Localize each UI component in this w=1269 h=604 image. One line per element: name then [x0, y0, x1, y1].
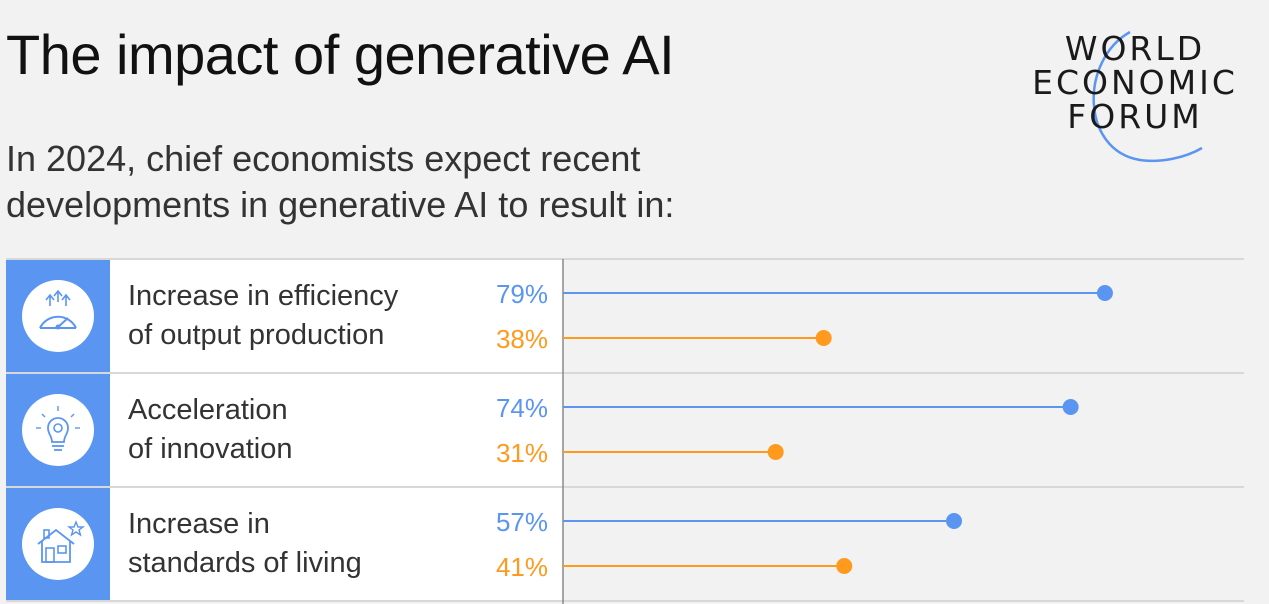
data-label: 74% [495, 393, 548, 423]
data-label: 31% [495, 438, 548, 468]
wef-logo: WORLD ECONOMIC FORUM [1020, 30, 1260, 170]
category-label: of output production [128, 319, 385, 351]
lollipop-dot [1096, 285, 1113, 301]
speedometer-icon [22, 280, 94, 352]
data-label: 38% [495, 324, 548, 354]
chart-row: Increase in standards of living [6, 488, 563, 600]
chart-row: Increase in efficiency of output product… [6, 260, 563, 372]
data-label: 41% [495, 552, 548, 582]
house-star-icon [22, 508, 94, 580]
logo-line-3: FORUM [1067, 97, 1203, 136]
page-subtitle: In 2024, chief economists expect recent … [6, 138, 675, 225]
lollipop-dot [1062, 399, 1079, 415]
row-icon-panel [6, 260, 110, 372]
row-label-panel: Increase in efficiency of output product… [110, 260, 563, 372]
logo-line-2: ECONOMIC [1032, 63, 1238, 102]
row-icon-panel [6, 374, 110, 486]
lollipop-dot [836, 558, 853, 574]
lollipop-dot [767, 444, 784, 460]
row-label-panel: Increase in standards of living [110, 488, 563, 600]
data-label: 57% [495, 507, 548, 537]
category-label: standards of living [128, 547, 362, 579]
page-title: The impact of generative AI [6, 23, 675, 86]
category-label: Increase in [128, 508, 270, 540]
category-label: of innovation [128, 433, 293, 465]
category-label: Increase in efficiency [128, 280, 399, 312]
chart-row: Acceleration of innovation [6, 374, 563, 486]
row-icon-panel [6, 488, 110, 600]
logo-arc-icon [1092, 30, 1203, 163]
lollipop-dot [946, 513, 963, 529]
data-label: 79% [495, 279, 548, 309]
lightbulb-gear-icon [22, 394, 94, 466]
lollipop-dot [815, 330, 832, 346]
category-label: Acceleration [128, 394, 288, 426]
logo-line-1: WORLD [1064, 29, 1206, 68]
row-label-panel: Acceleration of innovation [110, 374, 563, 486]
